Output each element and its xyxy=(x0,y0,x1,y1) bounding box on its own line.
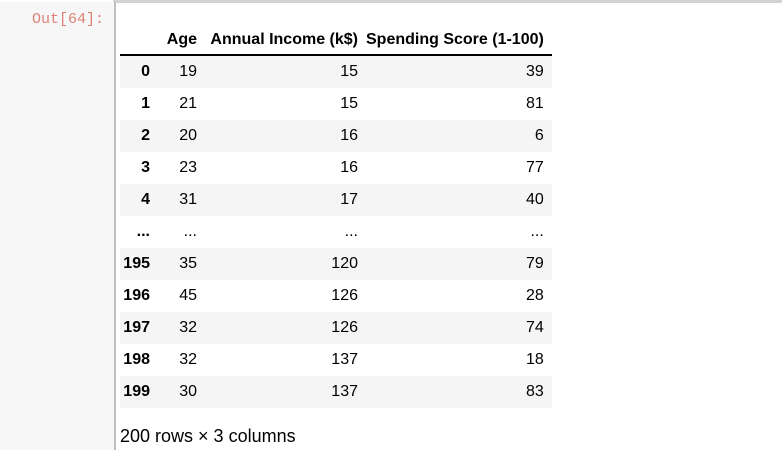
data-cell: 19 xyxy=(179,63,197,80)
data-cell: 39 xyxy=(526,63,544,80)
data-cell: 16 xyxy=(340,159,358,176)
cell-divider-line xyxy=(113,0,782,3)
table-row: 197 32 126 74 xyxy=(120,312,552,344)
corner-header-cell xyxy=(120,27,158,56)
column-header-annual-income: Annual Income (k$) xyxy=(205,27,366,56)
row-index: 3 xyxy=(141,159,150,176)
data-cell: 120 xyxy=(331,255,358,272)
header-row: Age Annual Income (k$) Spending Score (1… xyxy=(120,27,552,56)
data-cell: ... xyxy=(530,223,544,240)
data-cell: 45 xyxy=(179,287,197,304)
table-row: 199 30 137 83 xyxy=(120,376,552,408)
data-cell: 77 xyxy=(526,159,544,176)
data-cell: 35 xyxy=(179,255,197,272)
table-row: 0 19 15 39 xyxy=(120,55,552,88)
data-cell: 32 xyxy=(179,319,197,336)
table-row: 3 23 16 77 xyxy=(120,152,552,184)
data-cell: 81 xyxy=(526,95,544,112)
table-dimensions-text: 200 rows × 3 columns xyxy=(120,426,296,446)
row-index: 2 xyxy=(141,127,150,144)
prompt-gutter: Out[64]: xyxy=(0,2,116,450)
data-cell: 28 xyxy=(526,287,544,304)
data-cell: 40 xyxy=(526,191,544,208)
data-cell: 83 xyxy=(526,383,544,400)
table-row: 196 45 126 28 xyxy=(120,280,552,312)
row-index: 198 xyxy=(123,351,150,368)
data-cell: 30 xyxy=(179,383,197,400)
data-cell: 137 xyxy=(331,383,358,400)
data-cell: 15 xyxy=(340,95,358,112)
table-row: 195 35 120 79 xyxy=(120,248,552,280)
data-cell: 74 xyxy=(526,319,544,336)
output-cell[interactable]: Age Annual Income (k$) Spending Score (1… xyxy=(116,3,782,450)
column-header-spending-score: Spending Score (1-100) xyxy=(366,27,552,56)
row-index: 0 xyxy=(141,63,150,80)
row-index: 1 xyxy=(141,95,150,112)
data-cell: 16 xyxy=(340,127,358,144)
data-cell: 31 xyxy=(179,191,197,208)
data-cell: 15 xyxy=(340,63,358,80)
data-cell: 6 xyxy=(534,127,544,144)
row-index: 4 xyxy=(141,191,150,208)
table-row: 1 21 15 81 xyxy=(120,88,552,120)
data-cell: 32 xyxy=(179,351,197,368)
data-cell: 126 xyxy=(331,287,358,304)
data-cell: 126 xyxy=(331,319,358,336)
data-cell: 17 xyxy=(340,191,358,208)
data-cell: 137 xyxy=(331,351,358,368)
data-cell: 23 xyxy=(179,159,197,176)
data-cell: ... xyxy=(344,223,358,240)
table-row: 198 32 137 18 xyxy=(120,344,552,376)
row-index: 199 xyxy=(123,383,150,400)
data-cell: 21 xyxy=(179,95,197,112)
row-index: 196 xyxy=(123,287,150,304)
data-cell: 79 xyxy=(526,255,544,272)
column-header-age: Age xyxy=(158,27,205,56)
table-row: ... ... ... ... xyxy=(120,216,552,248)
row-index: 197 xyxy=(123,319,150,336)
dataframe-table: Age Annual Income (k$) Spending Score (1… xyxy=(120,27,552,408)
table-row: 2 20 16 6 xyxy=(120,120,552,152)
row-index: 195 xyxy=(123,255,150,272)
table-row: 4 31 17 40 xyxy=(120,184,552,216)
out-prompt-label: Out[64]: xyxy=(31,11,104,28)
data-cell: ... xyxy=(183,223,197,240)
data-cell: 20 xyxy=(179,127,197,144)
row-index: ... xyxy=(136,223,150,240)
data-cell: 18 xyxy=(526,351,544,368)
